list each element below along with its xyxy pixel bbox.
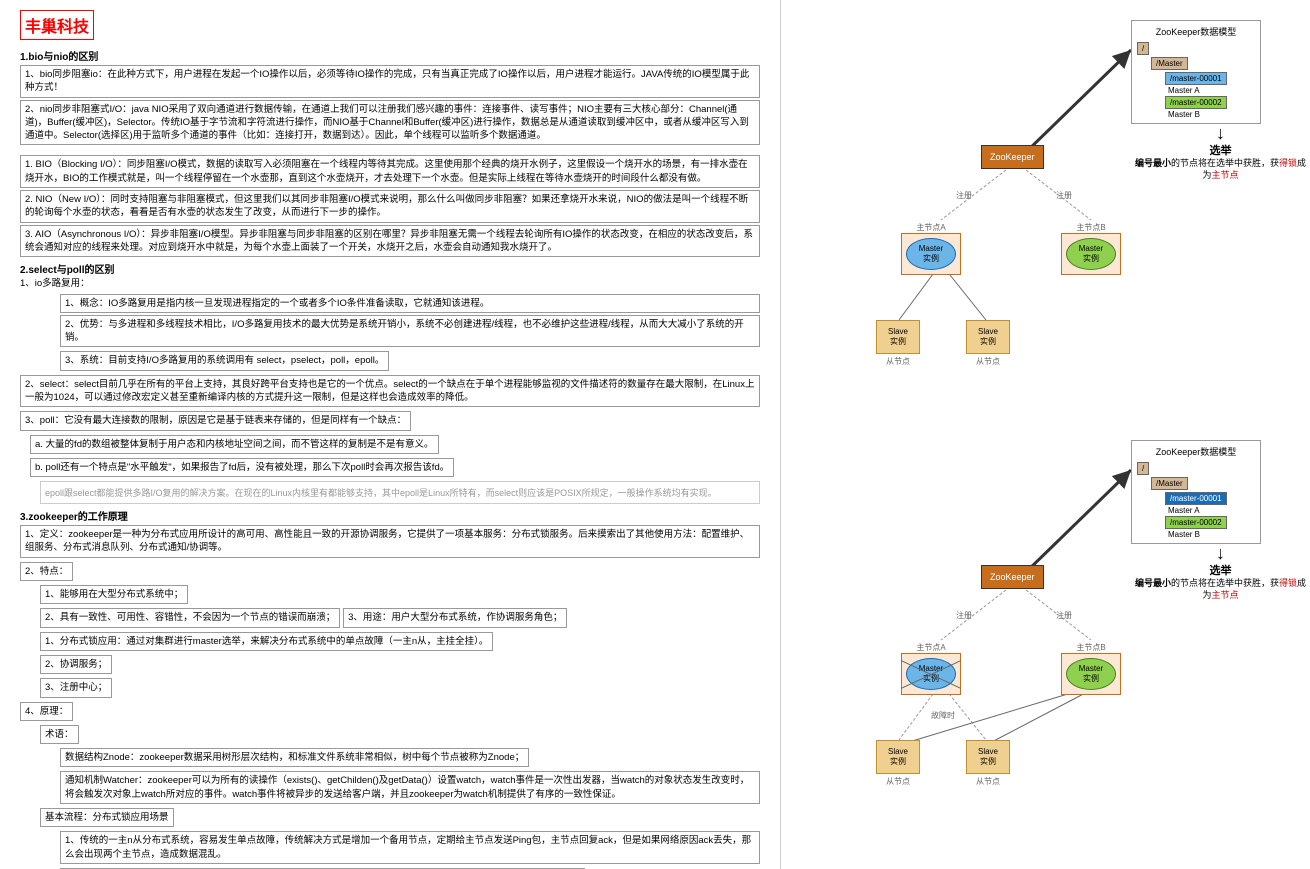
- s3-p1: 1、定义：zookeeper是一种为分布式应用所设计的高可用、高性能且一致的开源…: [20, 525, 760, 558]
- s3-p2b: 2、具有一致性、可用性、容错性，不会因为一个节点的错误而崩溃；: [40, 608, 340, 627]
- nodeA-label: 主节点A: [901, 222, 961, 233]
- model-title: ZooKeeper数据模型: [1136, 25, 1256, 38]
- m2-node: /master-00002: [1165, 96, 1227, 109]
- root-node: /: [1137, 42, 1149, 55]
- s3-p4b1: 1、传统的一主n从分布式系统，容易发生单点故障，传统解决方式是增加一个备用节点，…: [60, 831, 760, 864]
- right-diagram-panel: ZooKeeper数据模型 / /Master /master-00001Mas…: [780, 0, 1310, 869]
- company-logo: 丰巢科技: [20, 10, 94, 40]
- arrow-down-icon: ↓: [1131, 124, 1310, 142]
- zookeeper-box-2: ZooKeeper: [981, 565, 1044, 589]
- s1-para4: 2. NIO（New I/O）：同时支持阻塞与非阻塞模式，但这里我们以其同步非阻…: [20, 190, 760, 223]
- s2-p3: 3、系统：目前支持I/O多路复用的系统调用有 select，pselect，po…: [60, 351, 389, 370]
- section2-title: 2.select与poll的区别: [20, 261, 760, 276]
- election-label: 选举: [1131, 142, 1310, 158]
- s3-p3c: 3、注册中心；: [40, 678, 112, 697]
- s1-para2: 2、nio同步非阻塞式I/O：java NIO采用了双向通道进行数据传输，在通道…: [20, 100, 760, 146]
- election-desc: 编号最小的节点将在选举中获胜，获得锁成为主节点: [1131, 158, 1310, 181]
- s2-gray-note: epoll跟select都能提供多路I/O复用的解决方案。在现在的Linux内核…: [40, 481, 760, 504]
- zookeeper-box-1: ZooKeeper: [981, 145, 1044, 169]
- s1-para1: 1、bio同步阻塞io：在此种方式下，用户进程在发起一个IO操作以后，必须等待I…: [20, 65, 760, 98]
- slave2-1: Slave实例 从节点: [966, 320, 1010, 367]
- left-document-panel: 丰巢科技 1.bio与nio的区别 1、bio同步阻塞io：在此种方式下，用户进…: [0, 0, 780, 869]
- s3-p4: 4、原理：: [20, 702, 73, 721]
- slave1-2: Slave实例 从节点: [876, 740, 920, 787]
- section3-title: 3.zookeeper的工作原理: [20, 508, 760, 523]
- masterB-label: Master B: [1168, 110, 1200, 119]
- s2-p5: 3、poll：它没有最大连接数的限制，原因是它是基于链表来存储的，但是同样有一个…: [20, 411, 411, 430]
- s2-p2: 2、优势：与多进程和多线程技术相比，I/O多路复用技术的最大优势是系统开销小，系…: [60, 315, 760, 348]
- master-node: /Master: [1151, 57, 1188, 70]
- s1-para5: 3. AIO（Asynchronous I/O）：异步非阻塞I/O模型。异步非阻…: [20, 225, 760, 258]
- s2-p4: 2、select：select目前几乎在所有的平台上支持，其良好跨平台支持也是它…: [20, 375, 760, 408]
- s2-p5a: a. 大量的fd的数组被整体复制于用户态和内核地址空间之间，而不管这样的复制是不…: [30, 435, 439, 454]
- s3-p2a: 1、能够用在大型分布式系统中；: [40, 585, 188, 604]
- reg-label-1b: 注册: [1056, 190, 1072, 201]
- section1-title: 1.bio与nio的区别: [20, 48, 760, 63]
- zk-model-box-1: ZooKeeper数据模型 / /Master /master-00001Mas…: [1131, 20, 1310, 181]
- s3-p4b: 基本流程：分布式锁应用场景: [40, 808, 174, 827]
- s2-p1: 1、概念：IO多路复用是指内核一旦发现进程指定的一个或者多个IO条件准备读取，它…: [60, 294, 760, 313]
- s3-p3b: 2、协调服务；: [40, 655, 112, 674]
- s3-p2: 2、特点：: [20, 562, 73, 581]
- s3-p3: 3、用途：用户大型分布式系统，作协调服务角色；: [343, 608, 567, 627]
- s2-sub1: 1、io多路复用：: [20, 277, 760, 291]
- s2-p5b: b. poll还有一个特点是"水平触发"，如果报告了fd后，没有被处理，那么下次…: [30, 458, 454, 477]
- masterA-label: Master A: [1168, 86, 1200, 95]
- s1-para3: 1. BIO（Blocking I/O）：同步阻塞I/O模式，数据的读取写入必须…: [20, 155, 760, 188]
- zk-model-box-2: ZooKeeper数据模型 / /Master /master-00001Mas…: [1131, 440, 1310, 601]
- s3-p4a2: 通知机制Watcher：zookeeper可以为所有的读操作（exists()、…: [60, 771, 760, 804]
- m1-node: /master-00001: [1165, 72, 1227, 85]
- fail-label: 故障时: [931, 710, 955, 721]
- nodeA-container-2: 主节点A Master实例: [901, 640, 961, 695]
- nodeB-container-1: 主节点B Master实例: [1061, 220, 1121, 275]
- nodeA-container-1: 主节点A Master实例: [901, 220, 961, 275]
- slave1-1: Slave实例 从节点: [876, 320, 920, 367]
- nodeB-label: 主节点B: [1061, 222, 1121, 233]
- s3-p3a: 1、分布式锁应用：通过对集群进行master选举，来解决分布式系统中的单点故障（…: [40, 632, 493, 651]
- s3-p4a: 术语：: [40, 725, 79, 744]
- s3-p4a1: 数据结构Znode：zookeeper数据采用树形层次结构，和标准文件系统非常相…: [60, 748, 529, 767]
- reg-label-1a: 注册: [956, 190, 972, 201]
- slave2-2: Slave实例 从节点: [966, 740, 1010, 787]
- nodeB-container-2: 主节点B Master实例: [1061, 640, 1121, 695]
